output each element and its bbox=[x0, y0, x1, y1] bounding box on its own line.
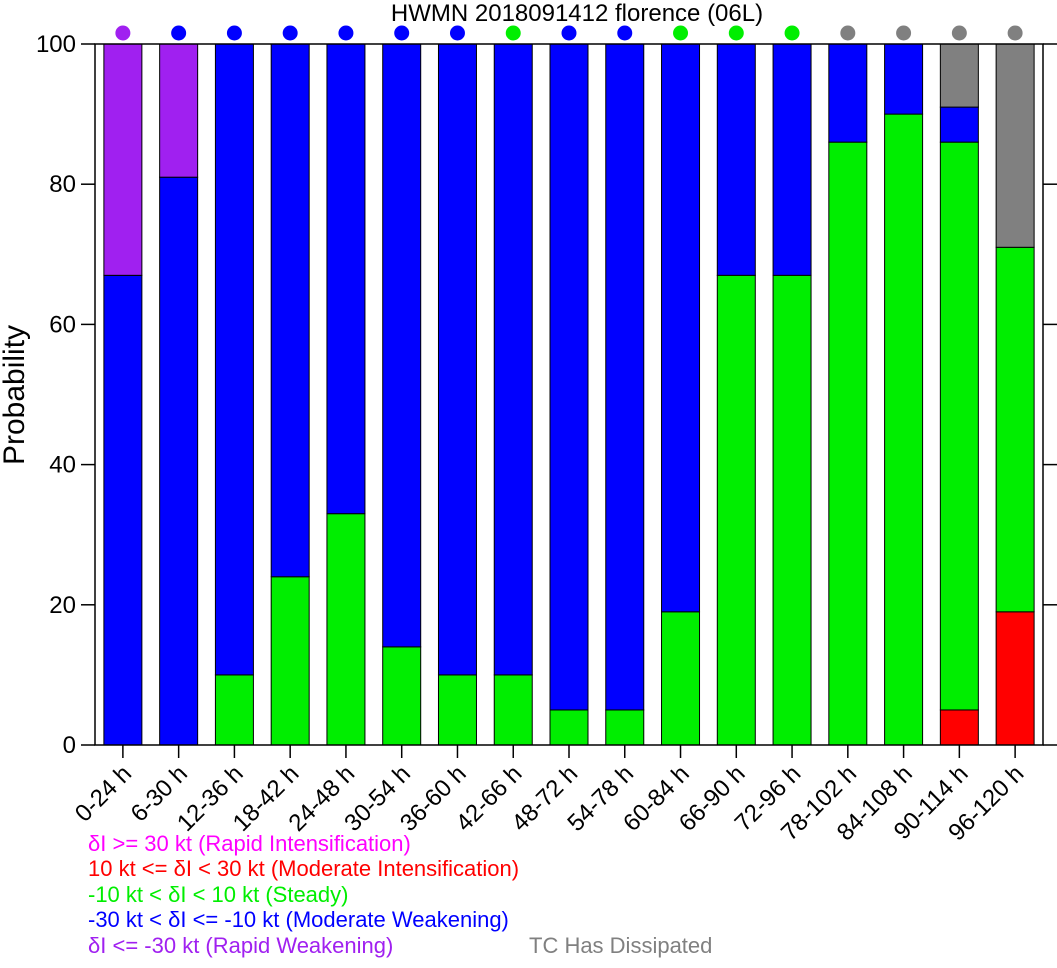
chart-title: HWMN 2018091412 florence (06L) bbox=[391, 0, 763, 27]
category-marker-8 bbox=[561, 25, 577, 41]
y-tick-label-60: 60 bbox=[49, 311, 76, 338]
bars bbox=[103, 43, 1035, 746]
bar-segment-st-15 bbox=[939, 141, 979, 711]
bar-segment-mw-7 bbox=[493, 43, 533, 676]
category-marker-15 bbox=[951, 25, 967, 41]
bar-segment-mi-15 bbox=[939, 709, 979, 746]
category-marker-4 bbox=[338, 25, 354, 41]
bar-segment-mw-3 bbox=[270, 43, 310, 578]
category-marker-1 bbox=[171, 25, 187, 41]
category-marker-13 bbox=[840, 25, 856, 41]
category-marker-12 bbox=[784, 25, 800, 41]
bar-segment-tc-16 bbox=[995, 43, 1035, 248]
category-marker-3 bbox=[282, 25, 298, 41]
y-tick-label-80: 80 bbox=[49, 171, 76, 198]
bar-segment-mw-6 bbox=[437, 43, 477, 676]
bar-segment-st-11 bbox=[716, 274, 756, 746]
category-marker-6 bbox=[449, 25, 465, 41]
x-tick-label-0: 0-24 h bbox=[70, 760, 137, 827]
bar-segment-mi-16 bbox=[995, 611, 1035, 746]
bar-segment-tc-15 bbox=[939, 43, 979, 108]
y-tick-label-100: 100 bbox=[36, 31, 76, 58]
bar-segment-mw-1 bbox=[159, 176, 199, 746]
legend-entry-rw: δI <= -30 kt (Rapid Weakening) bbox=[88, 933, 393, 958]
bar-segment-st-9 bbox=[605, 709, 645, 746]
bar-segment-mw-15 bbox=[939, 106, 979, 143]
bar-segment-mw-5 bbox=[382, 43, 422, 648]
bar-segment-mw-14 bbox=[884, 43, 924, 115]
category-marker-5 bbox=[394, 25, 410, 41]
legend-entry-mi: 10 kt <= δI < 30 kt (Moderate Intensific… bbox=[88, 856, 519, 881]
y-tick-label-40: 40 bbox=[49, 452, 76, 479]
bar-segment-st-10 bbox=[661, 611, 701, 746]
bar-segment-st-12 bbox=[772, 274, 812, 746]
bar-segment-mw-8 bbox=[549, 43, 589, 711]
legend-entry-mw: -30 kt < δI <= -10 kt (Moderate Weakenin… bbox=[88, 907, 509, 932]
bar-segment-mw-2 bbox=[214, 43, 254, 676]
category-marker-14 bbox=[896, 25, 912, 41]
bar-segment-rw-0 bbox=[103, 43, 143, 276]
bar-segment-mw-12 bbox=[772, 43, 812, 276]
bar-segment-mw-0 bbox=[103, 274, 143, 746]
bar-segment-rw-1 bbox=[159, 43, 199, 178]
bar-segment-mw-13 bbox=[828, 43, 868, 143]
y-axis-label: Probability bbox=[0, 325, 31, 465]
category-marker-9 bbox=[617, 25, 633, 41]
bar-segment-st-8 bbox=[549, 709, 589, 746]
dominant-category-markers bbox=[115, 25, 1023, 41]
category-marker-11 bbox=[728, 25, 744, 41]
bar-segment-st-14 bbox=[884, 113, 924, 746]
bar-segment-mw-10 bbox=[661, 43, 701, 613]
bar-segment-mw-11 bbox=[716, 43, 756, 276]
y-ticks: 0 20 40 60 80 100 bbox=[36, 31, 1057, 759]
bar-segment-st-3 bbox=[270, 576, 310, 746]
bar-segment-mw-9 bbox=[605, 43, 645, 711]
y-tick-label-20: 20 bbox=[49, 592, 76, 619]
legend: δI >= 30 kt (Rapid Intensification)10 kt… bbox=[88, 831, 712, 958]
bar-segment-st-5 bbox=[382, 646, 422, 746]
category-marker-10 bbox=[673, 25, 689, 41]
bar-segment-st-6 bbox=[437, 674, 477, 746]
category-marker-7 bbox=[505, 25, 521, 41]
bar-segment-st-7 bbox=[493, 674, 533, 746]
bar-segment-st-4 bbox=[326, 513, 366, 746]
bar-segment-mw-4 bbox=[326, 43, 366, 515]
bar-segment-st-16 bbox=[995, 246, 1035, 613]
legend-entry-st: -10 kt < δI < 10 kt (Steady) bbox=[88, 882, 348, 907]
category-marker-16 bbox=[1007, 25, 1023, 41]
category-marker-2 bbox=[226, 25, 242, 41]
bar-segment-st-13 bbox=[828, 141, 868, 746]
category-marker-0 bbox=[115, 25, 131, 41]
legend-entry-tc: TC Has Dissipated bbox=[529, 933, 712, 958]
y-tick-label-0: 0 bbox=[63, 732, 76, 759]
bar-segment-st-2 bbox=[214, 674, 254, 746]
legend-entry-ri: δI >= 30 kt (Rapid Intensification) bbox=[88, 831, 411, 856]
